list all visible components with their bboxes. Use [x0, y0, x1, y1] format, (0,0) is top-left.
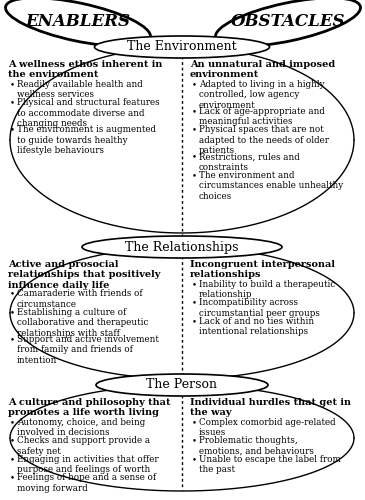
Text: •: •	[192, 80, 197, 89]
Text: •: •	[192, 455, 197, 464]
Text: •: •	[10, 436, 15, 446]
Text: •: •	[192, 152, 197, 162]
Text: •: •	[192, 418, 197, 427]
Text: Checks and support provide a
safety net: Checks and support provide a safety net	[17, 436, 150, 456]
Ellipse shape	[5, 0, 150, 46]
Text: A culture and philosophy that
promotes a life worth living: A culture and philosophy that promotes a…	[8, 398, 170, 417]
Text: •: •	[10, 290, 15, 298]
Text: Incompatibility across
circumstantial peer groups: Incompatibility across circumstantial pe…	[199, 298, 320, 318]
Text: Support and active involvement
from family and friends of
intention: Support and active involvement from fami…	[17, 335, 159, 364]
Text: Physical spaces that are not
adapted to the needs of older
patients: Physical spaces that are not adapted to …	[199, 126, 329, 155]
Text: •: •	[10, 98, 15, 108]
Text: Feelings of hope and a sense of
moving forward: Feelings of hope and a sense of moving f…	[17, 474, 156, 493]
Text: Restrictions, rules and
constraints: Restrictions, rules and constraints	[199, 152, 300, 172]
Text: Establishing a culture of
collaborative and therapeutic
relationships with staff: Establishing a culture of collaborative …	[17, 308, 149, 338]
Text: OBSTACLES: OBSTACLES	[231, 14, 345, 30]
Text: Autonomy, choice, and being
involved in decisions: Autonomy, choice, and being involved in …	[17, 418, 145, 438]
Text: The Person: The Person	[146, 378, 218, 392]
Text: •: •	[192, 298, 197, 308]
Text: The environment and
circumstances enable unhealthy
choices: The environment and circumstances enable…	[199, 171, 343, 200]
Text: The environment is augmented
to guide towards healthy
lifestyle behaviours: The environment is augmented to guide to…	[17, 126, 156, 155]
Text: Inability to build a therapeutic
relationship: Inability to build a therapeutic relatio…	[199, 280, 335, 299]
Text: •: •	[192, 436, 197, 446]
Ellipse shape	[95, 36, 269, 58]
Text: •: •	[192, 171, 197, 180]
Text: An unnatural and imposed
environment: An unnatural and imposed environment	[190, 60, 335, 80]
Text: Lack of age-appropriate and
meaningful activities: Lack of age-appropriate and meaningful a…	[199, 107, 325, 126]
Text: A wellness ethos inherent in
the environment: A wellness ethos inherent in the environ…	[8, 60, 162, 80]
Text: Unable to escape the label from
the past: Unable to escape the label from the past	[199, 455, 341, 474]
Text: •: •	[10, 126, 15, 134]
Text: •: •	[192, 126, 197, 134]
Text: Active and prosocial
relationships that positively
influence daily life: Active and prosocial relationships that …	[8, 260, 160, 290]
Ellipse shape	[82, 236, 282, 258]
Text: ENABLERS: ENABLERS	[26, 14, 131, 30]
Text: •: •	[10, 80, 15, 89]
Text: Individual hurdles that get in
the way: Individual hurdles that get in the way	[190, 398, 351, 417]
Text: Lack of and no ties within
intentional relationships: Lack of and no ties within intentional r…	[199, 317, 314, 336]
Text: Camaraderie with friends of
circumstance: Camaraderie with friends of circumstance	[17, 290, 143, 309]
Text: The Environment: The Environment	[127, 40, 237, 54]
Ellipse shape	[215, 0, 361, 46]
Text: Problematic thoughts,
emotions, and behaviours: Problematic thoughts, emotions, and beha…	[199, 436, 314, 456]
Text: •: •	[192, 107, 197, 116]
Text: Complex comorbid age-related
issues: Complex comorbid age-related issues	[199, 418, 336, 438]
Text: Adapted to living in a highly
controlled, low agency
environment: Adapted to living in a highly controlled…	[199, 80, 324, 110]
Text: Engaging in activities that offer
purpose and feelings of worth: Engaging in activities that offer purpos…	[17, 455, 159, 474]
Text: The Relationships: The Relationships	[125, 240, 239, 254]
Text: •: •	[10, 335, 15, 344]
Text: •: •	[10, 455, 15, 464]
Text: Incongruent interpersonal
relationships: Incongruent interpersonal relationships	[190, 260, 335, 280]
Text: •: •	[10, 418, 15, 427]
Text: Readily available health and
wellness services: Readily available health and wellness se…	[17, 80, 143, 100]
Text: •: •	[10, 474, 15, 482]
Text: •: •	[10, 308, 15, 317]
Text: •: •	[192, 317, 197, 326]
Ellipse shape	[96, 374, 268, 396]
Text: •: •	[192, 280, 197, 289]
Text: Physical and structural features
to accommodate diverse and
changing needs: Physical and structural features to acco…	[17, 98, 160, 128]
